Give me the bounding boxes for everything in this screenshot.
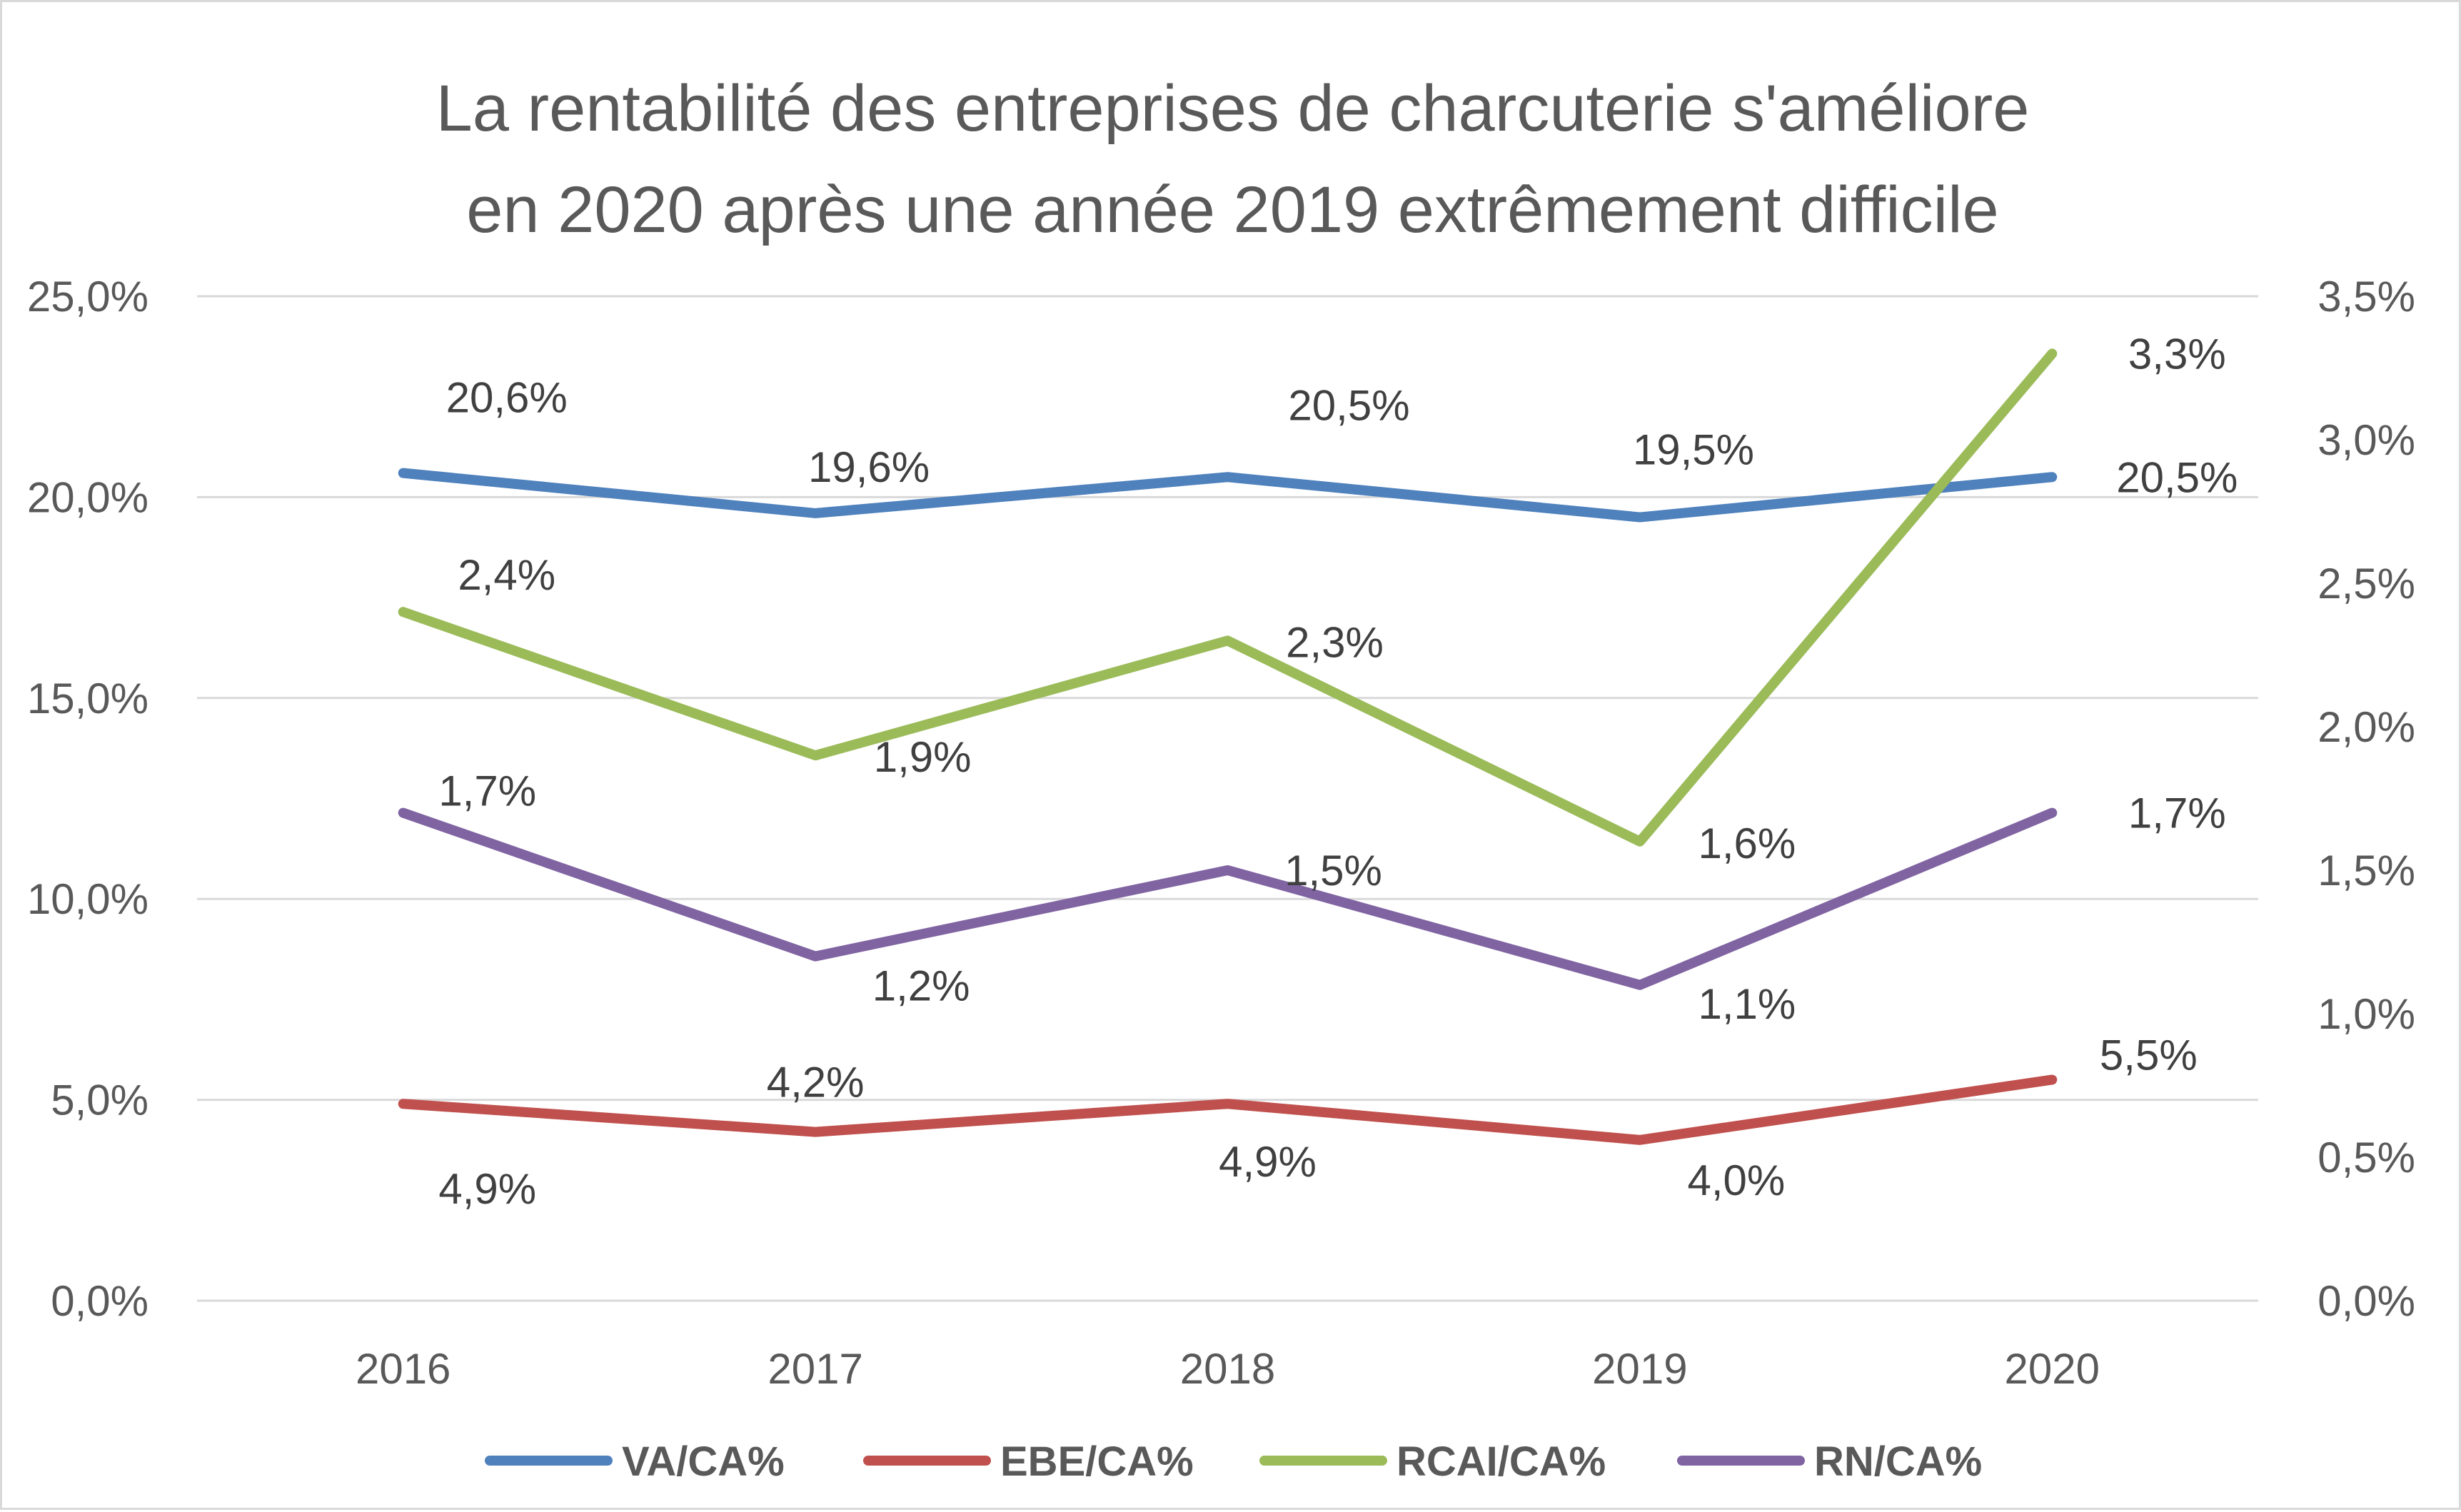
y-right-tick-label: 0,0% bbox=[2317, 1277, 2415, 1325]
data-label: 19,5% bbox=[1633, 426, 1754, 474]
series-lines bbox=[398, 348, 2058, 1145]
y-right-tick-label: 2,0% bbox=[2317, 703, 2415, 751]
data-label: 1,7% bbox=[2128, 790, 2226, 837]
y-right-tick-label: 3,5% bbox=[2317, 273, 2415, 321]
gridlines bbox=[197, 295, 2258, 1302]
chart-title-line-2: en 2020 après une année 2019 extrêmement… bbox=[466, 173, 1999, 246]
data-label: 4,9% bbox=[1219, 1138, 1317, 1186]
data-label: 4,2% bbox=[767, 1059, 865, 1107]
y-left-tick-label: 20,0% bbox=[27, 473, 149, 521]
series-line-rcaica bbox=[398, 348, 2058, 847]
x-tick-label: 2018 bbox=[1180, 1345, 1275, 1393]
legend-label: VA/CA% bbox=[622, 1438, 785, 1485]
series-line-rnca bbox=[398, 807, 2058, 990]
y-left-tick-label: 0,0% bbox=[51, 1277, 149, 1325]
legend: VA/CA% EBE/CA% RCAI/CA% RN/CA% bbox=[485, 1438, 1982, 1485]
data-label: 4,0% bbox=[1688, 1156, 1786, 1204]
y-axis-right: 0,0% 0,5% 1,0% 1,5% 2,0% 2,5% 3,0% 3,5% bbox=[2317, 273, 2415, 1325]
data-label: 1,9% bbox=[874, 733, 972, 781]
chart-title: La rentabilité des entreprises de charcu… bbox=[2, 58, 2461, 261]
x-tick-label: 2017 bbox=[768, 1345, 862, 1393]
data-label: 2,4% bbox=[458, 551, 555, 599]
y-right-tick-label: 2,5% bbox=[2317, 560, 2415, 608]
y-axis-left: 0,0% 5,0% 10,0% 15,0% 20,0% 25,0% bbox=[27, 273, 149, 1325]
data-label: 4,9% bbox=[438, 1165, 536, 1213]
y-left-tick-label: 25,0% bbox=[27, 273, 149, 321]
data-label: 5,5% bbox=[2100, 1031, 2198, 1079]
data-labels: 20,6% 19,6% 20,5% 19,5% 20,5% 4,9% 4,2% 4,9% 4,0… bbox=[438, 330, 2238, 1213]
y-right-tick-label: 0,5% bbox=[2317, 1134, 2415, 1181]
y-right-tick-label: 3,0% bbox=[2317, 416, 2415, 464]
data-label: 2,3% bbox=[1286, 618, 1384, 666]
x-tick-label: 2016 bbox=[356, 1345, 451, 1393]
y-left-tick-label: 10,0% bbox=[27, 875, 149, 923]
data-label: 1,1% bbox=[1698, 980, 1796, 1028]
series-line-ebeca bbox=[398, 1074, 2058, 1145]
x-axis: 2016 2017 2018 2019 2020 bbox=[356, 1345, 2100, 1393]
legend-label: RCAI/CA% bbox=[1396, 1438, 1606, 1485]
data-label: 1,7% bbox=[438, 767, 536, 815]
y-left-tick-label: 5,0% bbox=[51, 1077, 149, 1124]
x-tick-label: 2019 bbox=[1592, 1345, 1687, 1393]
legend-label: RN/CA% bbox=[1814, 1438, 1982, 1485]
data-label: 1,2% bbox=[872, 962, 970, 1010]
data-label: 19,6% bbox=[808, 443, 930, 491]
data-label: 20,5% bbox=[2116, 453, 2238, 501]
y-right-tick-label: 1,5% bbox=[2317, 847, 2415, 894]
data-label: 1,5% bbox=[1284, 847, 1382, 894]
data-label: 20,6% bbox=[446, 374, 568, 422]
y-right-tick-label: 1,0% bbox=[2317, 990, 2415, 1038]
x-tick-label: 2020 bbox=[2005, 1345, 2100, 1393]
legend-label: EBE/CA% bbox=[1000, 1438, 1194, 1485]
series-line-vaca bbox=[398, 468, 2058, 523]
y-left-tick-label: 15,0% bbox=[27, 675, 149, 722]
data-label: 3,3% bbox=[2128, 330, 2226, 378]
data-label: 1,6% bbox=[1698, 820, 1796, 867]
data-label: 20,5% bbox=[1288, 381, 1409, 429]
chart-title-line-1: La rentabilité des entreprises de charcu… bbox=[436, 72, 2030, 145]
